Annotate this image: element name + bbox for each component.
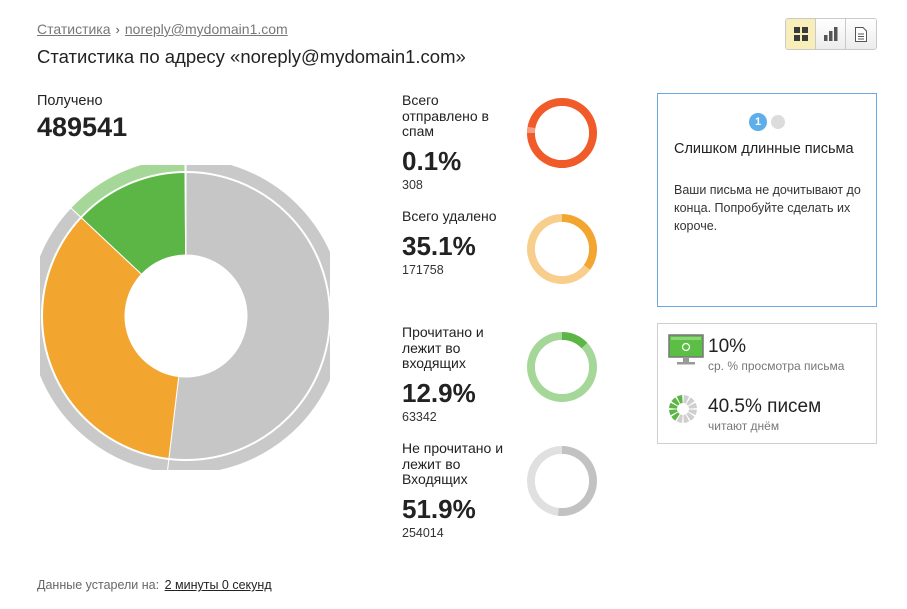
- clock-segment: [688, 409, 697, 416]
- unread-ring-chart: [526, 446, 597, 516]
- ring-segment: [527, 126, 536, 133]
- stat-deleted: Всего удалено 35.1% 171758: [402, 208, 517, 277]
- metric-view-label: ср. % просмотра письма: [708, 359, 845, 373]
- stat-label: Не прочитано и лежит во Входящих: [402, 440, 504, 487]
- clock-segment: [671, 397, 680, 406]
- clock-segment: [669, 409, 678, 416]
- ring-segment: [562, 332, 588, 349]
- stat-percent: 0.1%: [402, 145, 462, 176]
- read-ring-chart: [527, 332, 597, 402]
- report-view-button[interactable]: [846, 19, 876, 49]
- donut-segment-spam: [184, 171, 187, 256]
- grid-view-icon: [793, 27, 808, 41]
- stat-spam: Всего отправлено в спам 0.1% 308: [402, 92, 517, 192]
- stat-count: 171758: [402, 262, 444, 277]
- footer: Данные устарели на: 2 минуты 0 секунд: [37, 578, 272, 592]
- outer-segment-spam: [184, 165, 187, 173]
- metrics-panel: 10% ср. % просмотра письма 40.5% писем ч…: [657, 323, 877, 444]
- tip-text: Ваши письма не дочитывают до конца. Попр…: [674, 183, 861, 233]
- deleted-ring-chart: [527, 214, 597, 284]
- page-title: Статистика по адресу «noreply@mydomain1.…: [37, 46, 466, 67]
- received-label: Получено: [37, 93, 103, 109]
- breadcrumb: Статистика › noreply@mydomain1.com: [37, 21, 288, 37]
- day-clock-icon: [669, 395, 697, 423]
- received-value: 489541: [37, 112, 128, 142]
- bar-chart-icon: [823, 27, 837, 41]
- clock-segment: [686, 412, 695, 421]
- donut-separator: [41, 171, 330, 461]
- ring-segment: [562, 214, 597, 270]
- stat-unread: Не прочитано и лежит во Входящих 51.9% 2…: [402, 440, 517, 540]
- ring-hole: [535, 106, 589, 160]
- clock-segment: [669, 402, 678, 409]
- data-age-link[interactable]: 2 минуты 0 секунд: [164, 578, 272, 592]
- stat-label: Всего отправлено в спам: [402, 92, 489, 139]
- breadcrumb-separator: ›: [115, 21, 120, 37]
- tips-page-1[interactable]: 1: [749, 113, 767, 131]
- metric-day-label: читают днём: [708, 419, 780, 433]
- tips-pagination: 1: [749, 113, 785, 131]
- tips-page-2[interactable]: [771, 115, 785, 129]
- chart-view-button[interactable]: [816, 19, 846, 49]
- stat-label: Всего удалено: [402, 208, 497, 224]
- stat-percent: 51.9%: [402, 493, 476, 524]
- footer-label: Данные устарели на:: [37, 578, 160, 592]
- ring-base: [526, 446, 562, 516]
- stat-count: 63342: [402, 409, 437, 424]
- ring-hole: [535, 340, 589, 394]
- stat-label: Прочитано и лежит во входящих: [402, 324, 484, 371]
- grid-view-button[interactable]: [786, 19, 816, 49]
- clock-segment: [683, 414, 690, 423]
- total-breakdown-donut: [40, 165, 330, 470]
- clock-segment: [671, 412, 680, 421]
- view-toggle: [785, 18, 877, 50]
- stat-percent: 35.1%: [402, 230, 476, 261]
- stat-read: Прочитано и лежит во входящих 12.9% 6334…: [402, 324, 517, 424]
- stat-count: 254014: [402, 525, 444, 540]
- document-icon: [855, 26, 867, 42]
- breadcrumb-link-address[interactable]: noreply@mydomain1.com: [124, 21, 288, 37]
- ring-hole: [535, 454, 589, 508]
- metric-day-percent: 40.5% писем: [708, 396, 822, 417]
- metric-view-percent: 10%: [708, 336, 747, 357]
- clock-segment: [676, 414, 683, 423]
- tip-title: Слишком длинные письма: [674, 141, 854, 157]
- clock-segment: [683, 395, 690, 404]
- stat-count: 308: [402, 177, 423, 192]
- ring-segment: [557, 446, 597, 516]
- clock-segment: [676, 395, 683, 404]
- spam-ring-chart: [526, 98, 597, 168]
- stat-percent: 12.9%: [402, 377, 476, 408]
- clock-segment: [688, 402, 697, 409]
- tips-panel: 1 Слишком длинные письма Ваши письма не …: [657, 93, 877, 307]
- monitor-icon: [668, 334, 704, 365]
- clock-segment: [686, 397, 695, 406]
- ring-hole: [535, 222, 589, 276]
- breadcrumb-link-statistics[interactable]: Статистика: [37, 21, 111, 37]
